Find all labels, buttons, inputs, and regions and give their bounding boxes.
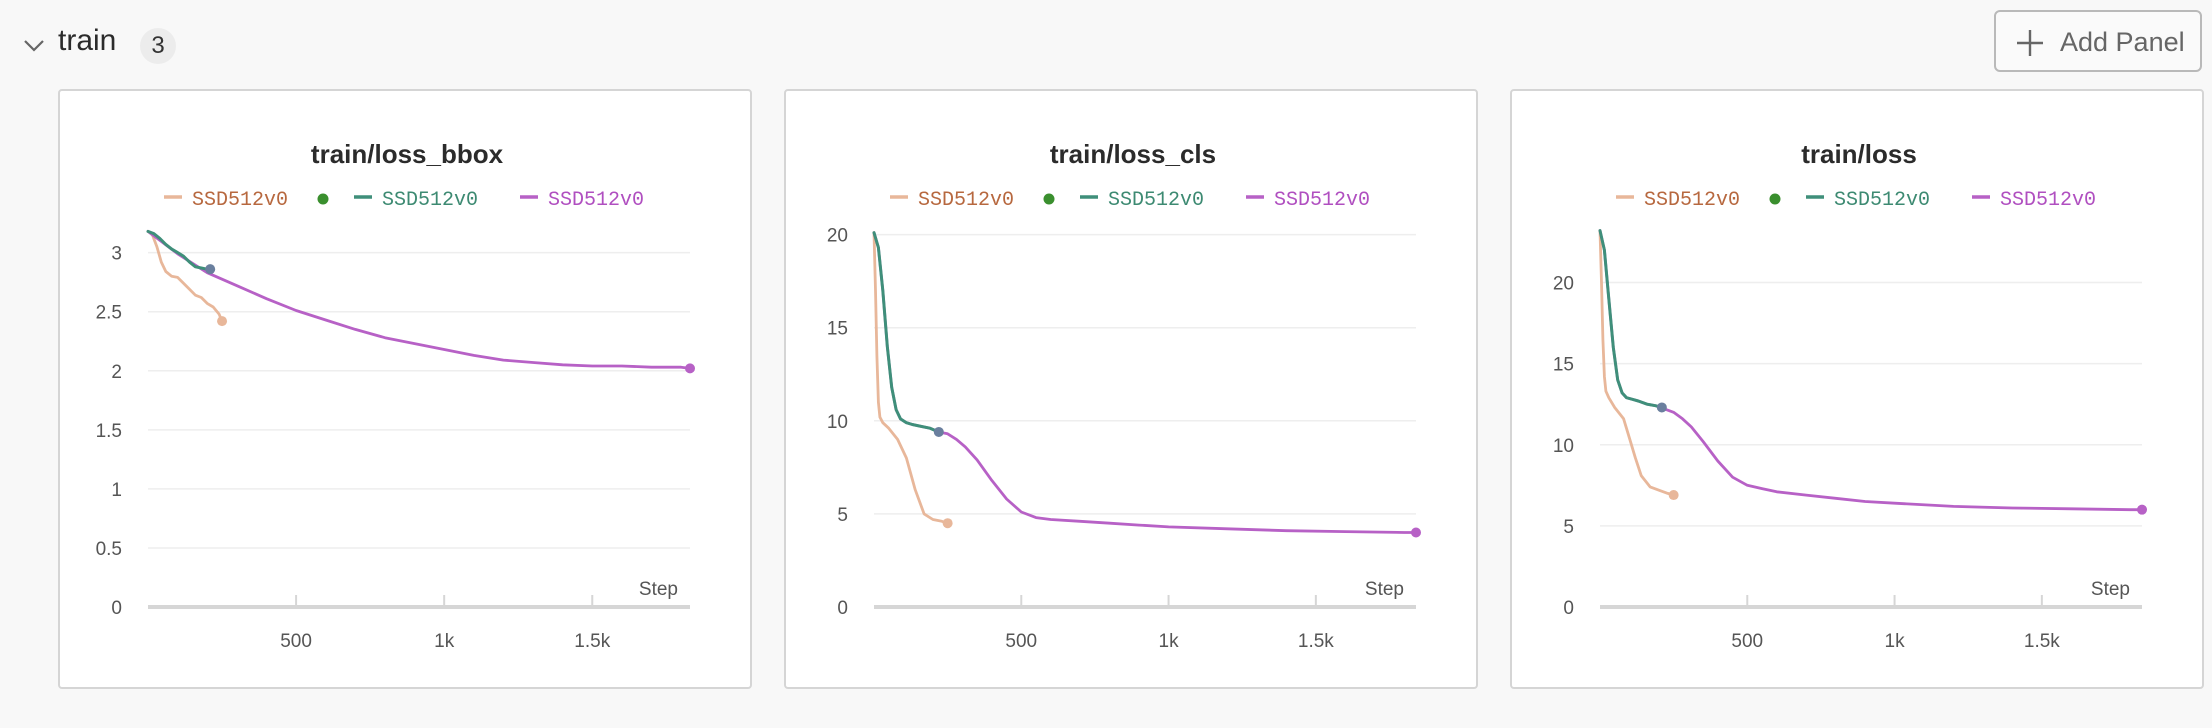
legend-label: SSD512v0: [1834, 189, 1930, 212]
series-line[interactable]: [1598, 229, 1676, 497]
legend-item[interactable]: SSD512v0: [1616, 189, 1781, 212]
x-tick-label: 1.5k: [2024, 631, 2060, 652]
legend-item[interactable]: SSD512v0: [164, 189, 329, 212]
series-line[interactable]: [146, 229, 224, 323]
panel-count-badge: 3: [140, 28, 176, 64]
y-tick-label: 0: [111, 598, 122, 619]
running-indicator-icon: [317, 193, 329, 205]
y-tick-label: 10: [827, 412, 848, 433]
chart-panel-loss-cls[interactable]: train/loss_cls SSD512v0 SSD512v0 SSD512v0 0 5…: [784, 89, 1478, 689]
legend-item[interactable]: SSD512v0: [1246, 189, 1370, 212]
legend-label: SSD512v0: [1644, 189, 1740, 212]
y-tick-label: 0.5: [96, 539, 122, 560]
x-tick-label: 500: [280, 631, 312, 652]
legend-item[interactable]: SSD512v0: [1080, 189, 1204, 212]
add-panel-button[interactable]: Add Panel: [1994, 10, 2202, 72]
series-end-point: [942, 518, 953, 529]
x-tick-label: 500: [1731, 631, 1763, 652]
chart-loss-bbox: train/loss_bbox SSD512v0 SSD512v0 SSD512v0 0…: [96, 139, 695, 652]
series-line[interactable]: [872, 231, 1418, 534]
running-indicator-icon: [1043, 193, 1055, 205]
legend-item[interactable]: SSD512v0: [354, 189, 478, 212]
series-end-point: [1411, 527, 1421, 538]
chart-panel-loss-bbox[interactable]: train/loss_bbox SSD512v0 SSD512v0 SSD512v0 0…: [58, 89, 752, 689]
x-tick-label: 1k: [434, 631, 455, 652]
y-tick-label: 20: [1553, 274, 1574, 295]
y-tick-label: 10: [1553, 436, 1574, 457]
series-line[interactable]: [1598, 229, 1664, 409]
series-end-point: [2137, 504, 2147, 515]
legend-label: SSD512v0: [1108, 189, 1204, 212]
series-end-point: [933, 426, 944, 437]
y-tick-label: 5: [837, 505, 848, 526]
x-axis-label: Step: [639, 579, 678, 600]
legend-item[interactable]: SSD512v0: [1972, 189, 2096, 212]
section-header: train 3 Add Panel: [0, 0, 2212, 88]
legend-item[interactable]: SSD512v0: [520, 189, 644, 212]
legend-label: SSD512v0: [918, 189, 1014, 212]
chart-panel-loss[interactable]: train/loss SSD512v0 SSD512v0 SSD512v0 0 5 10 15…: [1510, 89, 2204, 689]
chart-title: train/loss_cls: [1050, 139, 1216, 169]
chevron-down-icon[interactable]: [22, 34, 46, 58]
legend-label: SSD512v0: [2000, 189, 2096, 212]
series-line[interactable]: [872, 231, 941, 434]
x-tick-label: 1.5k: [574, 631, 610, 652]
series-line[interactable]: [146, 229, 212, 271]
plus-icon: [2016, 29, 2044, 57]
series-end-point: [217, 316, 228, 327]
y-tick-label: 2.5: [96, 303, 122, 324]
x-tick-label: 500: [1005, 631, 1037, 652]
chart-loss-cls: train/loss_cls SSD512v0 SSD512v0 SSD512v0 0 5…: [827, 139, 1421, 652]
legend-item[interactable]: SSD512v0: [1806, 189, 1930, 212]
x-axis-label: Step: [1365, 579, 1404, 600]
series-line[interactable]: [1598, 229, 2144, 512]
y-tick-label: 15: [827, 319, 848, 340]
chart-loss: train/loss SSD512v0 SSD512v0 SSD512v0 0 5 10 15…: [1553, 139, 2147, 652]
x-tick-label: 1k: [1885, 631, 1906, 652]
section-title: train: [58, 24, 117, 57]
legend-label: SSD512v0: [548, 189, 644, 212]
legend-label: SSD512v0: [1274, 189, 1370, 212]
series-end-point: [205, 264, 216, 275]
series-end-point: [685, 363, 695, 374]
y-tick-label: 2: [111, 362, 122, 383]
x-tick-label: 1.5k: [1298, 631, 1334, 652]
chart-title: train/loss: [1801, 139, 1917, 169]
y-tick-label: 15: [1553, 355, 1574, 376]
x-tick-label: 1k: [1159, 631, 1180, 652]
y-tick-label: 1.5: [96, 421, 122, 442]
y-tick-label: 5: [1563, 517, 1574, 538]
y-tick-label: 20: [827, 226, 848, 247]
y-tick-label: 3: [111, 244, 122, 265]
x-axis-label: Step: [2091, 579, 2130, 600]
y-tick-label: 0: [837, 598, 848, 619]
series-line[interactable]: [872, 231, 950, 525]
legend-label: SSD512v0: [192, 189, 288, 212]
legend-label: SSD512v0: [382, 189, 478, 212]
series-end-point: [1656, 402, 1667, 413]
running-indicator-icon: [1769, 193, 1781, 205]
series-end-point: [1668, 490, 1679, 501]
y-tick-label: 0: [1563, 598, 1574, 619]
chart-title: train/loss_bbox: [311, 139, 504, 169]
legend-item[interactable]: SSD512v0: [890, 189, 1055, 212]
y-tick-label: 1: [111, 480, 122, 501]
series-line[interactable]: [146, 229, 692, 370]
add-panel-label: Add Panel: [2060, 27, 2185, 57]
